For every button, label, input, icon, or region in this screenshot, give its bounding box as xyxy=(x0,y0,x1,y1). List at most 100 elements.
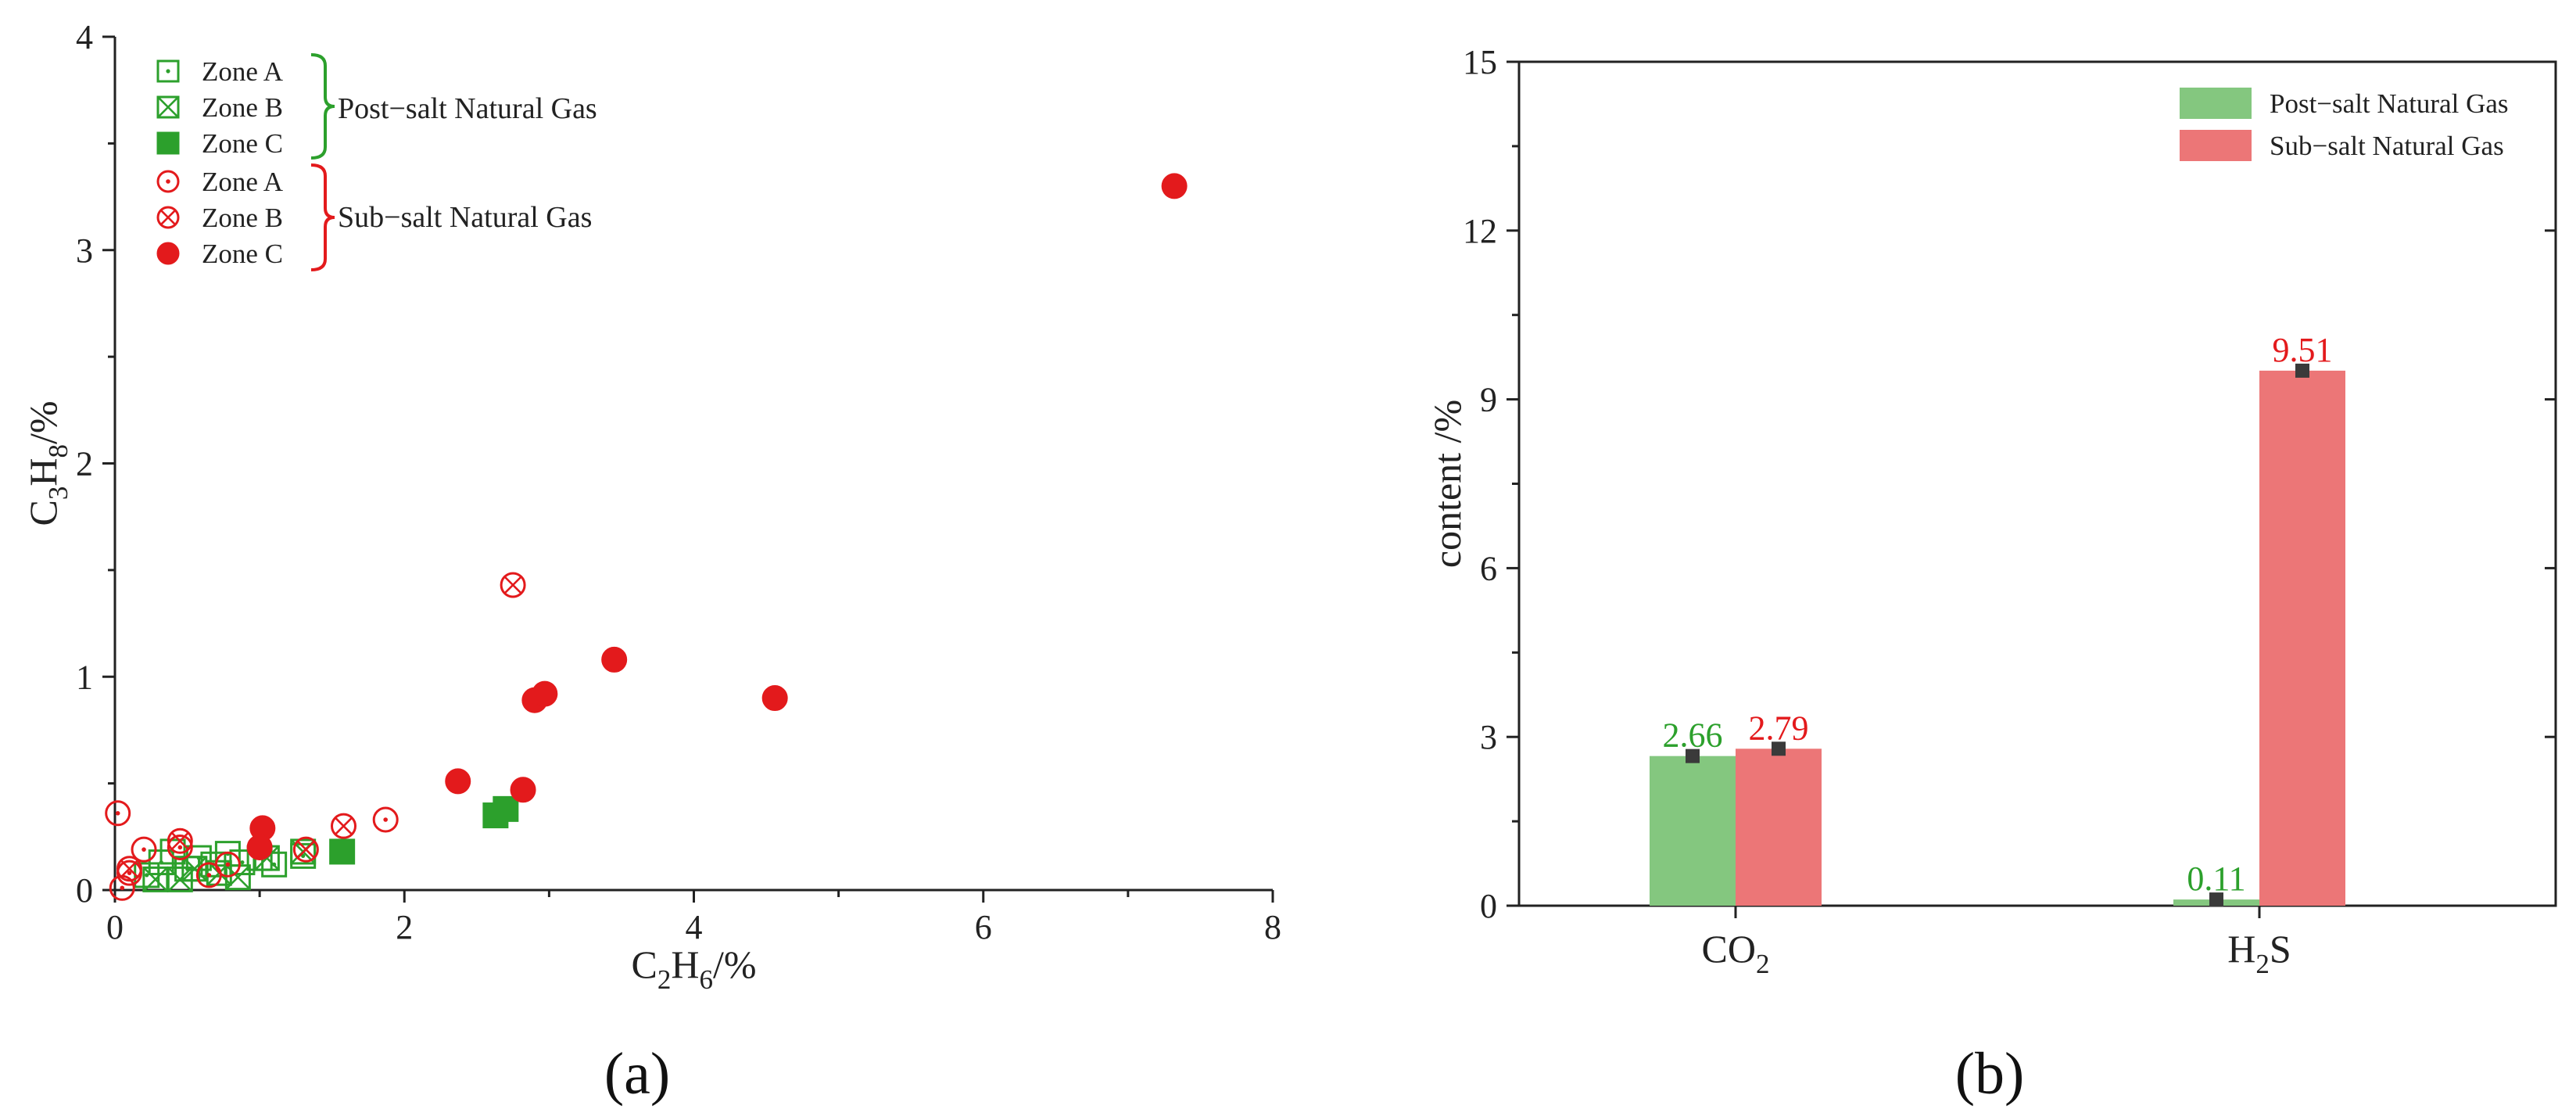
label-part: H xyxy=(671,942,699,986)
y-tick-label: 6 xyxy=(1480,549,1497,587)
data-point xyxy=(329,838,356,865)
circle-marker xyxy=(601,646,628,673)
circle-marker xyxy=(1161,173,1188,199)
legend-label: Zone C xyxy=(202,239,283,269)
x-tick-label: 8 xyxy=(1264,908,1281,946)
data-label: 2.79 xyxy=(1749,709,1809,747)
marker-cross xyxy=(120,860,139,878)
y-tick-label: 9 xyxy=(1480,381,1497,419)
legend-swatch xyxy=(2180,130,2252,161)
data-point xyxy=(131,836,157,863)
marker-dot xyxy=(240,860,245,865)
square-marker xyxy=(206,860,232,886)
panel-label-b: (b) xyxy=(1955,1041,2025,1107)
marker-dot xyxy=(127,871,132,875)
marker-cross xyxy=(159,209,177,226)
data-point xyxy=(292,836,319,863)
label-subscript: 2 xyxy=(2255,949,2270,979)
circle-marker xyxy=(167,827,193,854)
circle-marker xyxy=(214,851,241,878)
circle-marker xyxy=(372,806,399,833)
legend-item: Sub−salt Natural Gas xyxy=(2180,130,2504,161)
legend-label: Sub−salt Natural Gas xyxy=(2270,131,2504,161)
data-point xyxy=(167,827,193,854)
circle-marker xyxy=(116,856,143,882)
data-point xyxy=(105,800,131,827)
marker-dot xyxy=(166,179,170,184)
x-tick-label: 0 xyxy=(106,908,124,946)
circle-marker xyxy=(105,800,131,827)
series-2 xyxy=(329,795,519,865)
label-part: CO xyxy=(1702,927,1756,971)
bar xyxy=(1736,748,1822,906)
square-marker xyxy=(261,851,288,878)
bar-group: 2.79 xyxy=(1736,709,1822,906)
marker-dot xyxy=(120,885,125,891)
label-subscript: 2 xyxy=(657,964,672,995)
y-tick-label: 2 xyxy=(76,445,93,483)
data-point xyxy=(493,795,519,822)
marker-cross xyxy=(181,856,207,881)
data-point xyxy=(761,685,788,712)
post-salt-brace xyxy=(310,53,335,160)
bar-point-marker xyxy=(1772,741,1786,756)
x-tick-label: 2 xyxy=(396,908,413,946)
marker-cross xyxy=(157,96,179,118)
square-marker xyxy=(156,95,180,119)
legend-label: Zone C xyxy=(202,128,283,159)
data-point xyxy=(510,777,536,803)
y-tick-label: 0 xyxy=(76,871,93,910)
circle-marker xyxy=(761,685,788,712)
data-point xyxy=(601,646,628,673)
square-marker xyxy=(493,795,519,822)
bar xyxy=(1650,756,1736,906)
label-part: C xyxy=(631,942,657,986)
marker-cross xyxy=(503,576,522,594)
data-point xyxy=(532,680,558,707)
y-axis-title: content /% xyxy=(1425,400,1469,568)
marker-dot xyxy=(225,862,231,867)
series-3 xyxy=(105,800,399,901)
data-point xyxy=(1161,173,1188,199)
marker-cross xyxy=(142,867,168,892)
legend-item: Zone A xyxy=(156,56,284,87)
marker-cross xyxy=(225,864,251,890)
circle-marker xyxy=(330,813,356,839)
legend-item: Zone C xyxy=(156,128,283,159)
marker-dot xyxy=(177,845,183,850)
bar-group: 9.51 xyxy=(2259,331,2345,906)
bar-group: 2.66 xyxy=(1650,716,1736,906)
bar-point-marker xyxy=(1686,748,1700,763)
legend-label: Zone B xyxy=(202,203,283,233)
y-tick-label: 15 xyxy=(1463,43,1497,81)
data-label: 9.51 xyxy=(2273,331,2333,369)
square-marker xyxy=(329,838,356,865)
bar-point-marker xyxy=(2295,363,2309,378)
bar xyxy=(2259,370,2345,906)
marker-dot xyxy=(383,817,388,822)
marker-dot xyxy=(301,853,306,858)
y-tick-label: 12 xyxy=(1463,212,1497,250)
data-point xyxy=(246,834,273,860)
data-point xyxy=(116,856,143,882)
circle-marker xyxy=(292,836,319,863)
y-tick-label: 0 xyxy=(1480,887,1497,925)
marker-dot xyxy=(145,873,149,878)
circle-marker xyxy=(500,572,526,598)
y-axis-title: C3H8/% xyxy=(21,400,73,526)
data-label: 2.66 xyxy=(1663,716,1723,755)
circle-marker xyxy=(246,834,273,860)
legend-item: Zone B xyxy=(156,203,283,233)
circle-marker xyxy=(532,680,558,707)
marker-dot xyxy=(206,873,212,878)
data-point xyxy=(214,851,241,878)
sub-salt-brace xyxy=(310,163,335,271)
x-tick-label: 6 xyxy=(975,908,992,946)
square-marker xyxy=(156,59,180,83)
circle-marker xyxy=(445,768,471,795)
bar-group: 0.11 xyxy=(2173,860,2259,907)
data-point xyxy=(445,768,471,795)
circle-marker xyxy=(131,836,157,863)
legend-label: Zone A xyxy=(202,167,284,197)
